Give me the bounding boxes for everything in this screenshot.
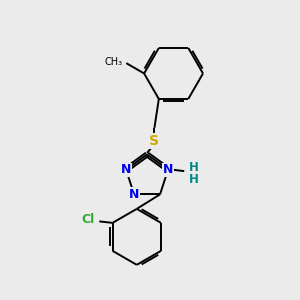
Text: S: S — [149, 134, 159, 148]
Text: N: N — [121, 163, 131, 176]
Text: N: N — [129, 188, 139, 201]
Text: CH₃: CH₃ — [105, 57, 123, 67]
Text: Cl: Cl — [81, 213, 94, 226]
Text: H: H — [189, 161, 199, 174]
Text: H: H — [189, 173, 199, 186]
Text: N: N — [163, 163, 173, 176]
